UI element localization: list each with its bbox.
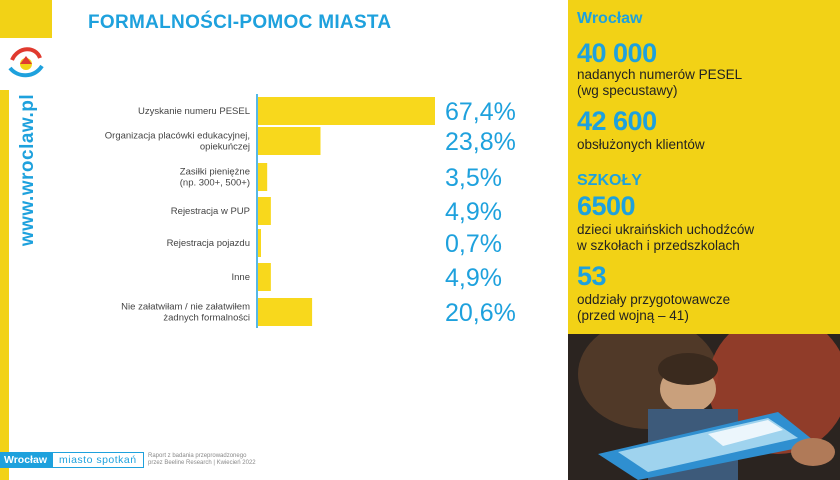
- value-label: 4,9%: [445, 264, 502, 292]
- pesel-text: nadanych numerów PESEL (wg specustawy): [577, 67, 742, 99]
- schools-heading: SZKOŁY: [577, 172, 642, 189]
- bar: [258, 263, 271, 291]
- children-text: dzieci ukraińskich uchodźców w szkołach …: [577, 222, 754, 254]
- footer-slogan: miasto spotkań: [51, 452, 144, 468]
- value-label: 3,5%: [445, 164, 502, 192]
- value-label: 20,6%: [445, 299, 516, 327]
- footer-note: Raport z badania przeprowadzonego przez …: [148, 453, 308, 467]
- bar: [258, 97, 435, 125]
- footer-brand: Wrocław: [0, 452, 52, 468]
- children-text-line: dzieci ukraińskich uchodźców: [577, 222, 755, 237]
- category-label: żadnych formalności: [163, 313, 250, 324]
- units-text-line: (przed wojną – 41): [577, 308, 689, 323]
- units-text-line: oddziały przygotowawcze: [577, 292, 731, 307]
- bar: [258, 229, 261, 257]
- bar: [258, 197, 271, 225]
- value-label: 23,8%: [445, 128, 516, 156]
- city-logo-icon: [0, 38, 52, 90]
- category-label: Rejestracja pojazdu: [167, 238, 250, 249]
- left-strip: [9, 90, 52, 480]
- units-count: 53: [577, 261, 607, 291]
- footer-note-line: Raport z badania przeprowadzonego: [148, 453, 247, 459]
- bar: [258, 127, 321, 155]
- category-label: Nie załatwiłam / nie załatwiłem: [121, 302, 250, 313]
- pesel-text-line: (wg specustawy): [577, 83, 678, 98]
- category-label: Inne: [232, 272, 251, 283]
- clients-count: 42 600: [577, 106, 657, 136]
- bar: [258, 298, 313, 326]
- units-text: oddziały przygotowawcze (przed wojną – 4…: [577, 292, 730, 324]
- right-panel: Wrocław 40 000 nadanych numerów PESEL (w…: [568, 0, 840, 480]
- category-label: opiekuńczej: [200, 142, 250, 153]
- bar: [258, 163, 268, 191]
- children-text-line: w szkołach i przedszkolach: [577, 238, 740, 253]
- value-label: 67,4%: [445, 98, 516, 126]
- value-label: 4,9%: [445, 198, 502, 226]
- city-heading: Wrocław: [577, 10, 643, 27]
- bar-chart: Uzyskanie numeru PESEL 67,4% Organizacja p…: [105, 94, 516, 328]
- value-label: 0,7%: [445, 230, 502, 258]
- category-label: Rejestracja w PUP: [171, 206, 250, 217]
- photo-children-documents: [568, 334, 840, 480]
- footer-logo: Wrocław miasto spotkań: [0, 452, 144, 468]
- pesel-count: 40 000: [577, 38, 657, 68]
- page-title: FORMALNOŚCI-POMOC MIASTA: [88, 12, 392, 33]
- category-label: Organizacja placówki edukacyjnej,: [105, 131, 250, 142]
- children-count: 6500: [577, 191, 636, 221]
- pesel-text-line: nadanych numerów PESEL: [577, 67, 743, 82]
- footer-note-line: przez Beeline Research | Kwiecień 2022: [148, 460, 256, 466]
- category-label: (np. 300+, 500+): [180, 178, 250, 189]
- clients-text: obsłużonych klientów: [577, 137, 705, 152]
- category-label: Uzyskanie numeru PESEL: [138, 106, 250, 117]
- category-label: Zasiłki pieniężne: [180, 167, 250, 178]
